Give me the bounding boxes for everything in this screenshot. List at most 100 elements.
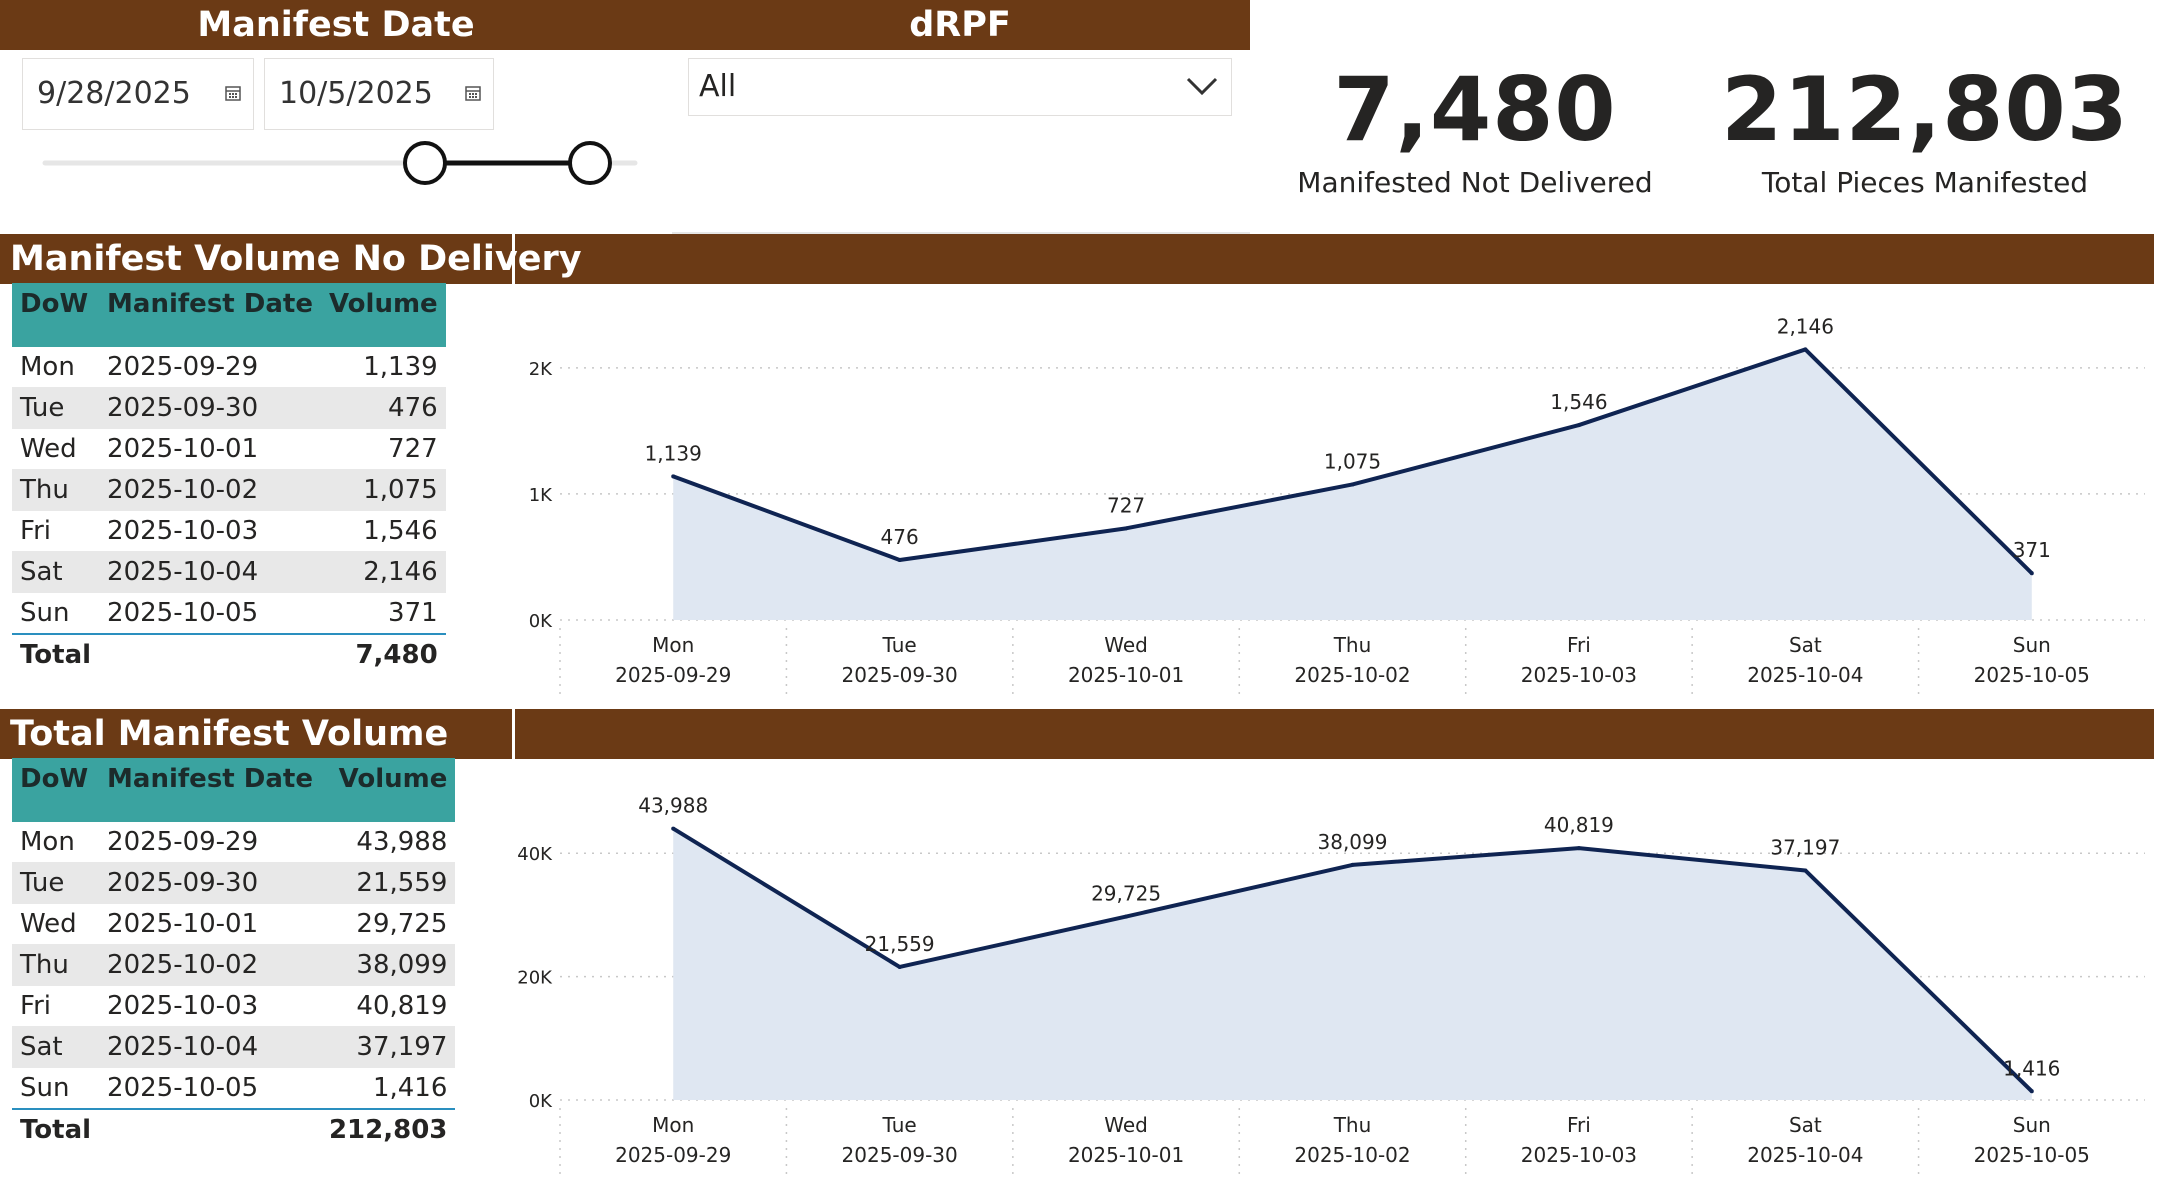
volume-cell: 1,546	[320, 510, 446, 552]
data-point	[2029, 571, 2034, 576]
table-row: Tue 2025-09-30 21,559	[12, 862, 456, 904]
data-label: 37,197	[1770, 835, 1840, 859]
data-label: 727	[1107, 493, 1145, 517]
date-cell: 2025-10-02	[99, 944, 321, 986]
column-header-manifest-date[interactable]: Manifest Date	[99, 283, 321, 347]
dow-cell: Mon	[12, 347, 100, 388]
drpf-selected-value: All	[699, 69, 737, 104]
date-cell: 2025-09-30	[99, 862, 321, 904]
volume-cell: 371	[320, 592, 446, 635]
volume-cell: 727	[320, 428, 446, 470]
no-delivery-table: DoW Manifest Date Volume Mon 2025-09-29 1,…	[12, 283, 446, 675]
table-row: Sat 2025-10-04 2,146	[12, 551, 446, 593]
start-date-value: 9/28/2025	[37, 76, 191, 111]
date-cell: 2025-10-01	[99, 428, 321, 470]
volume-cell: 2,146	[320, 551, 446, 593]
column-header-dow[interactable]: DoW	[12, 283, 100, 347]
end-date-input[interactable]: 10/5/2025	[264, 58, 494, 130]
slider-end-handle[interactable]	[568, 141, 612, 185]
dow-cell: Tue	[12, 862, 100, 904]
column-header-volume[interactable]: Volume	[320, 283, 446, 347]
data-label: 38,099	[1318, 830, 1388, 854]
volume-cell: 38,099	[320, 944, 456, 986]
section-title-total-manifest: Total Manifest Volume	[10, 714, 449, 754]
data-label: 371	[2013, 538, 2051, 562]
x-tick-label: Sun	[2013, 1113, 2051, 1137]
x-tick-label: 2025-10-01	[1068, 663, 1184, 687]
data-point	[1124, 914, 1129, 919]
data-point	[1576, 846, 1581, 851]
date-cell: 2025-10-03	[99, 510, 321, 552]
volume-cell: 43,988	[320, 822, 456, 863]
y-tick-label: 20K	[517, 968, 553, 989]
y-tick-label: 2K	[529, 359, 553, 380]
data-point	[1350, 862, 1355, 867]
date-cell: 2025-10-04	[99, 1026, 321, 1068]
x-tick-label: Thu	[1333, 633, 1372, 657]
total-row: Total 212,803	[12, 1108, 456, 1150]
date-cell: 2025-10-03	[99, 985, 321, 1027]
date-cell: 2025-09-29	[99, 822, 321, 863]
table-row: Mon 2025-09-29 1,139	[12, 347, 446, 388]
filter-header-bar	[0, 0, 1250, 50]
dow-cell: Thu	[12, 944, 100, 986]
manifest-date-title: Manifest Date	[197, 5, 475, 45]
date-range-slider[interactable]	[40, 138, 640, 188]
x-tick-label: 2025-09-30	[842, 1143, 958, 1167]
slider-start-handle[interactable]	[403, 141, 447, 185]
y-tick-label: 0K	[529, 611, 553, 632]
data-point	[1803, 868, 1808, 873]
drpf-dropdown[interactable]: All	[688, 58, 1232, 116]
data-point	[1124, 526, 1129, 531]
data-label: 29,725	[1091, 882, 1161, 906]
data-point	[1803, 347, 1808, 352]
dow-cell: Wed	[12, 428, 100, 470]
y-tick-label: 1K	[529, 485, 553, 506]
total-value: 212,803	[320, 1108, 456, 1150]
x-tick-label: Wed	[1104, 633, 1148, 657]
column-header-manifest-date[interactable]: Manifest Date	[99, 758, 321, 822]
x-tick-label: 2025-10-03	[1521, 1143, 1637, 1167]
x-tick-label: 2025-10-05	[1974, 1143, 2090, 1167]
date-cell: 2025-09-29	[99, 347, 321, 388]
x-tick-label: 2025-10-04	[1747, 1143, 1863, 1167]
data-point	[897, 964, 902, 969]
dow-cell: Fri	[12, 985, 100, 1027]
table-row: Sun 2025-10-05 371	[12, 592, 446, 635]
calendar-icon[interactable]	[465, 85, 481, 101]
column-header-volume[interactable]: Volume	[320, 758, 456, 822]
data-label: 21,559	[865, 932, 935, 956]
total-label: Total	[12, 633, 100, 675]
end-date-value: 10/5/2025	[279, 76, 433, 111]
calendar-icon[interactable]	[225, 85, 241, 101]
section-header-divider	[512, 709, 515, 759]
start-date-input[interactable]: 9/28/2025	[22, 58, 254, 130]
volume-cell: 1,416	[320, 1067, 456, 1110]
date-cell: 2025-10-05	[99, 1067, 321, 1110]
dow-cell: Wed	[12, 903, 100, 945]
no-delivery-area-chart[interactable]: 0K 1K 2K 1,139 476 727 1,075 1,546 2,146 371 Mon 20…	[515, 290, 2155, 700]
date-cell: 2025-09-30	[99, 387, 321, 429]
x-tick-label: 2025-10-02	[1294, 663, 1410, 687]
chevron-down-icon[interactable]	[1185, 75, 1219, 97]
kpi-total-pieces-value: 212,803	[1721, 58, 2129, 161]
dow-cell: Sat	[12, 551, 100, 593]
x-tick-label: 2025-10-03	[1521, 663, 1637, 687]
y-tick-label: 0K	[529, 1091, 553, 1112]
y-tick-label: 40K	[517, 844, 553, 865]
data-point	[671, 474, 676, 479]
x-tick-label: 2025-10-05	[1974, 663, 2090, 687]
data-label: 40,819	[1544, 813, 1614, 837]
slicer-divider	[672, 232, 1250, 234]
total-manifest-table: DoW Manifest Date Volume Mon 2025-09-29 43…	[12, 758, 456, 1150]
volume-cell: 29,725	[320, 903, 456, 945]
x-tick-label: Tue	[882, 1113, 917, 1137]
date-cell: 2025-10-01	[99, 903, 321, 945]
column-header-dow[interactable]: DoW	[12, 758, 100, 822]
total-manifest-area-chart[interactable]: 0K 20K 40K 43,988 21,559 29,725 38,099 40,819 37…	[515, 770, 2155, 1180]
data-label: 2,146	[1777, 314, 1834, 338]
x-tick-label: 2025-10-04	[1747, 663, 1863, 687]
dow-cell: Sat	[12, 1026, 100, 1068]
data-label: 43,988	[638, 794, 708, 818]
x-tick-label: Fri	[1567, 633, 1591, 657]
